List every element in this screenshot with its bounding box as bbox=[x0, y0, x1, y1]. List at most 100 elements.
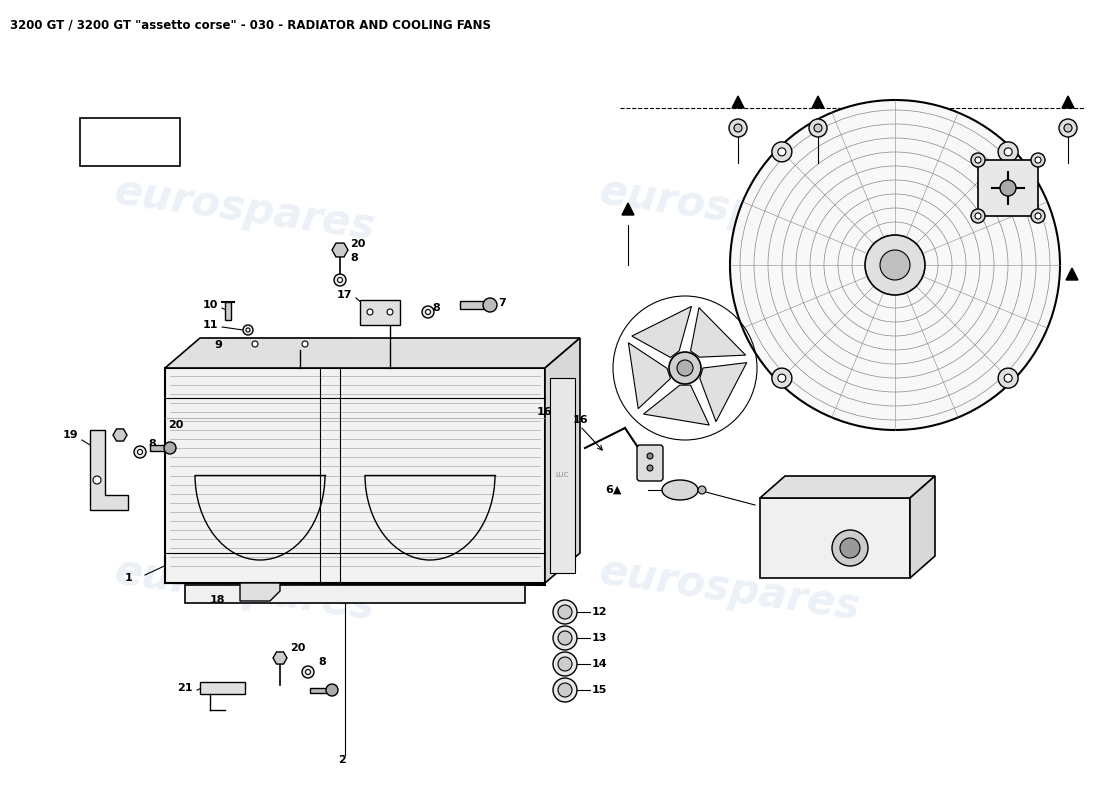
Bar bbox=[550, 378, 575, 573]
Bar bbox=[226, 302, 231, 320]
Text: ▲ = 3: ▲ = 3 bbox=[108, 134, 152, 150]
Polygon shape bbox=[544, 338, 580, 583]
Polygon shape bbox=[700, 362, 747, 422]
FancyBboxPatch shape bbox=[637, 445, 663, 481]
Circle shape bbox=[778, 148, 785, 156]
Text: 17: 17 bbox=[337, 290, 352, 300]
Text: 12: 12 bbox=[592, 607, 607, 617]
Circle shape bbox=[1035, 213, 1041, 219]
Circle shape bbox=[729, 119, 747, 137]
Circle shape bbox=[832, 530, 868, 566]
Circle shape bbox=[138, 450, 143, 454]
Circle shape bbox=[553, 626, 578, 650]
Text: 10: 10 bbox=[202, 300, 218, 310]
Circle shape bbox=[1000, 180, 1016, 196]
Text: 5▲: 5▲ bbox=[850, 484, 866, 494]
Circle shape bbox=[94, 476, 101, 484]
Circle shape bbox=[1035, 157, 1041, 163]
Bar bbox=[360, 300, 400, 325]
Polygon shape bbox=[332, 243, 348, 257]
Polygon shape bbox=[240, 583, 280, 601]
Bar bbox=[185, 585, 525, 603]
Bar bbox=[310, 688, 332, 693]
Circle shape bbox=[558, 683, 572, 697]
Polygon shape bbox=[760, 476, 935, 498]
Circle shape bbox=[778, 374, 785, 382]
Text: 14: 14 bbox=[592, 659, 607, 669]
Text: 15: 15 bbox=[592, 685, 607, 695]
Circle shape bbox=[730, 100, 1060, 430]
Circle shape bbox=[246, 328, 250, 332]
Circle shape bbox=[647, 453, 653, 459]
Circle shape bbox=[772, 142, 792, 162]
Circle shape bbox=[975, 213, 981, 219]
Text: 6▲: 6▲ bbox=[606, 485, 621, 495]
Polygon shape bbox=[273, 652, 287, 664]
Bar bbox=[200, 682, 245, 694]
Circle shape bbox=[676, 360, 693, 376]
Circle shape bbox=[647, 465, 653, 471]
Circle shape bbox=[326, 684, 338, 696]
Bar bbox=[80, 118, 180, 166]
Text: eurospares: eurospares bbox=[597, 171, 864, 249]
Circle shape bbox=[975, 157, 981, 163]
Circle shape bbox=[840, 538, 860, 558]
Text: 9: 9 bbox=[214, 340, 222, 350]
Circle shape bbox=[1059, 119, 1077, 137]
Circle shape bbox=[483, 298, 497, 312]
Polygon shape bbox=[113, 429, 127, 441]
Text: 7: 7 bbox=[498, 298, 506, 308]
Circle shape bbox=[808, 119, 827, 137]
Polygon shape bbox=[1066, 268, 1078, 280]
Circle shape bbox=[553, 678, 578, 702]
Polygon shape bbox=[631, 306, 692, 358]
Text: eurospares: eurospares bbox=[112, 171, 378, 249]
Text: 4▲: 4▲ bbox=[804, 484, 821, 494]
Polygon shape bbox=[691, 307, 746, 357]
Circle shape bbox=[1004, 374, 1012, 382]
Text: 13: 13 bbox=[592, 633, 607, 643]
Circle shape bbox=[387, 309, 393, 315]
Text: 8: 8 bbox=[148, 439, 156, 449]
Bar bbox=[165, 368, 544, 583]
Polygon shape bbox=[165, 338, 580, 368]
Circle shape bbox=[998, 142, 1019, 162]
Circle shape bbox=[998, 368, 1019, 388]
Polygon shape bbox=[910, 476, 935, 578]
Circle shape bbox=[426, 310, 430, 314]
Polygon shape bbox=[1062, 96, 1074, 108]
Polygon shape bbox=[732, 96, 744, 108]
Circle shape bbox=[734, 124, 742, 132]
Circle shape bbox=[243, 325, 253, 335]
Circle shape bbox=[164, 442, 176, 454]
Text: 20: 20 bbox=[290, 643, 306, 653]
Text: 8: 8 bbox=[318, 657, 326, 667]
Text: 1: 1 bbox=[124, 573, 132, 583]
Text: 3200 GT / 3200 GT "assetto corse" - 030 - RADIATOR AND COOLING FANS: 3200 GT / 3200 GT "assetto corse" - 030 … bbox=[10, 18, 491, 31]
Text: LUC: LUC bbox=[556, 472, 569, 478]
Text: 8: 8 bbox=[432, 303, 440, 313]
Circle shape bbox=[772, 368, 792, 388]
Text: 19: 19 bbox=[63, 430, 78, 440]
Text: 21: 21 bbox=[177, 683, 192, 693]
Circle shape bbox=[302, 666, 313, 678]
Text: 20: 20 bbox=[168, 420, 184, 430]
Circle shape bbox=[422, 306, 435, 318]
Bar bbox=[760, 498, 910, 578]
Polygon shape bbox=[90, 430, 128, 510]
Circle shape bbox=[814, 124, 822, 132]
Circle shape bbox=[553, 600, 578, 624]
Circle shape bbox=[306, 670, 310, 674]
Text: eurospares: eurospares bbox=[112, 551, 378, 629]
Circle shape bbox=[1004, 148, 1012, 156]
Circle shape bbox=[252, 341, 258, 347]
Circle shape bbox=[971, 209, 984, 223]
Circle shape bbox=[880, 250, 910, 280]
Circle shape bbox=[1031, 209, 1045, 223]
Bar bbox=[150, 445, 170, 451]
Text: 20: 20 bbox=[350, 239, 365, 249]
Polygon shape bbox=[621, 203, 634, 215]
Circle shape bbox=[698, 486, 706, 494]
Circle shape bbox=[669, 352, 701, 384]
Circle shape bbox=[971, 153, 984, 167]
